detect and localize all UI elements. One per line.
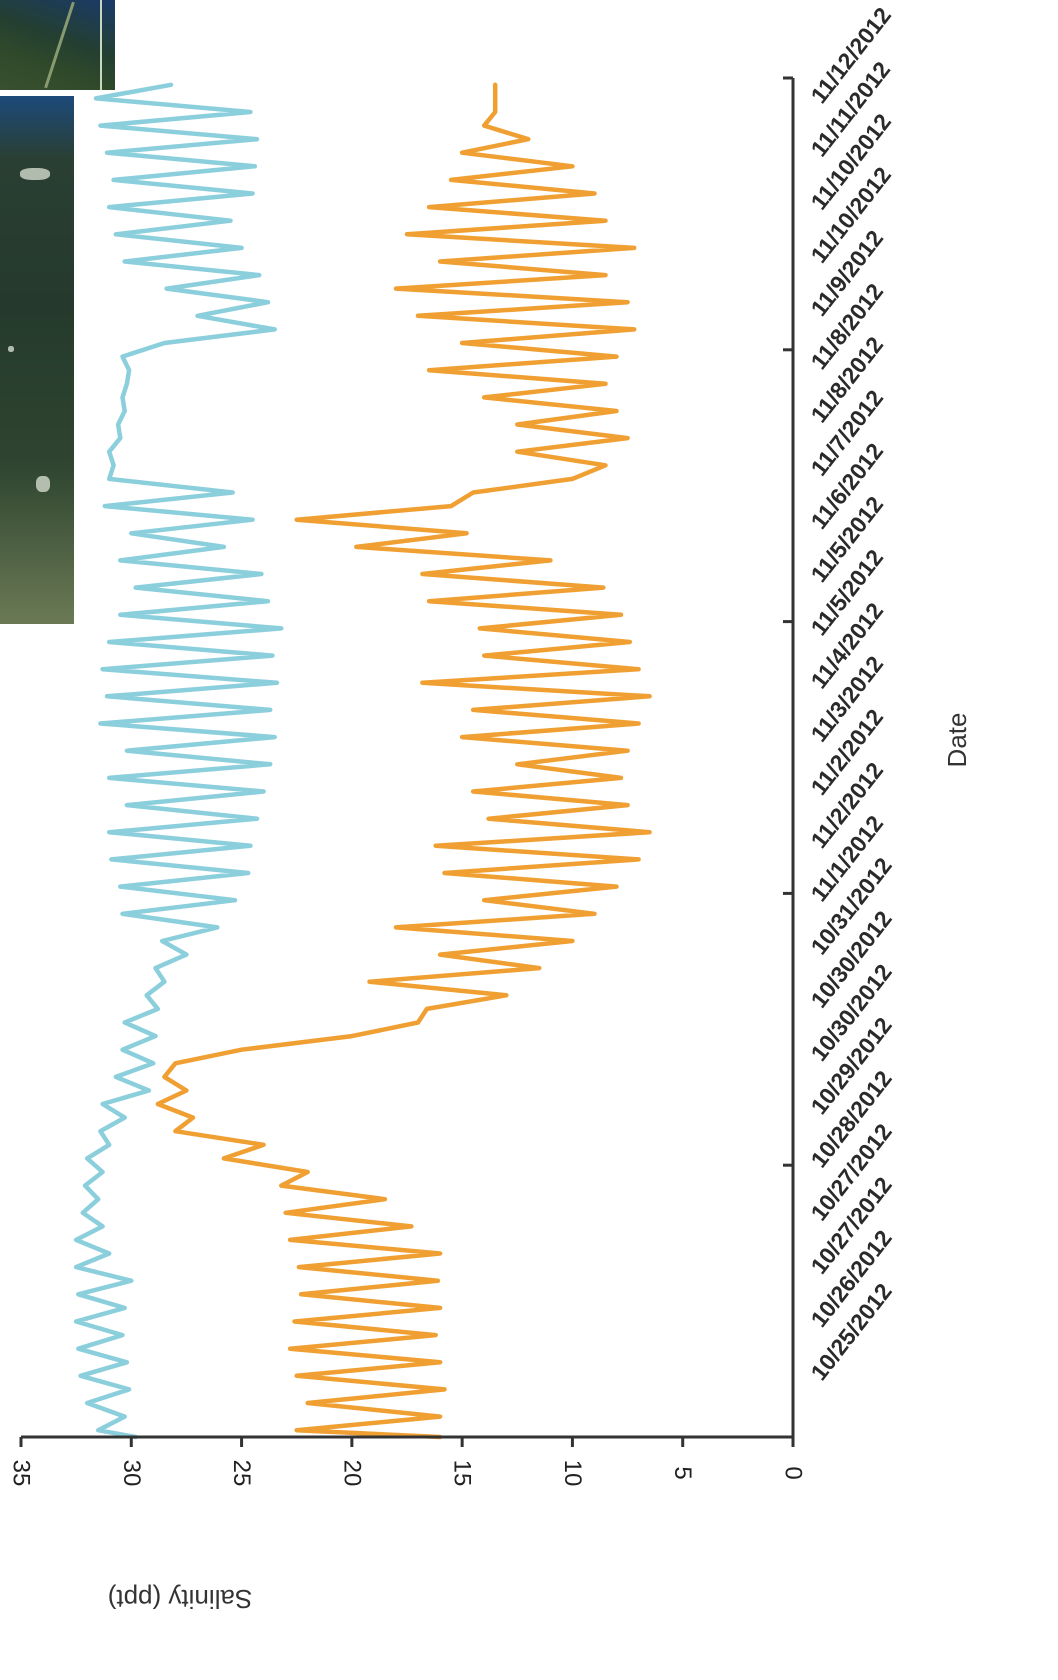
- series-1-line: [73, 82, 284, 1440]
- value-tick-label: 10: [559, 1460, 586, 1487]
- y-axis-title: Salinity (ppt): [108, 1584, 253, 1614]
- x-axis-title: Date: [942, 713, 972, 768]
- value-tick-label: 30: [118, 1460, 145, 1487]
- satellite-photo-top: [0, 0, 115, 90]
- series-2-line: [155, 82, 652, 1440]
- value-tick-label: 0: [780, 1466, 807, 1479]
- value-tick-label: 5: [669, 1466, 696, 1479]
- value-tick-label: 35: [8, 1460, 35, 1487]
- value-tick-label: 20: [338, 1460, 365, 1487]
- satellite-photo-left: [0, 96, 74, 624]
- value-tick-label: 25: [228, 1460, 255, 1487]
- value-tick-label: 15: [449, 1460, 476, 1487]
